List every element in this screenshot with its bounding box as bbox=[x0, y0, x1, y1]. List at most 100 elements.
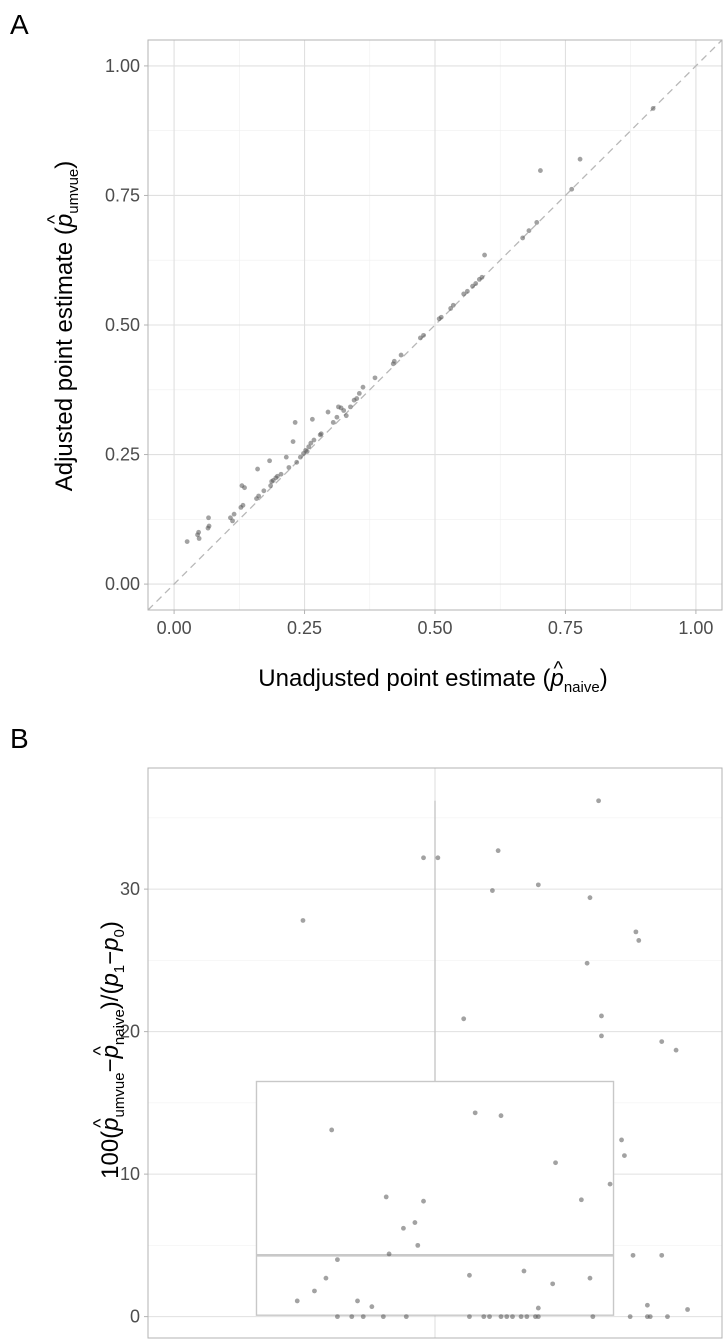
y-title-prefix: Adjusted point estimate ( bbox=[51, 227, 78, 491]
panel-a-point bbox=[356, 391, 362, 396]
panel-b-point bbox=[644, 1302, 650, 1308]
panel-a-y-axis-title: Adjusted point estimate (pumvue) bbox=[51, 161, 82, 492]
panel-a-point bbox=[348, 404, 353, 410]
panel-a-point bbox=[479, 274, 485, 280]
panel-a-point bbox=[255, 466, 260, 472]
panel-b-point bbox=[659, 1039, 665, 1044]
panel-a-y-tick-label: 0.25 bbox=[105, 445, 140, 465]
panel-b-point bbox=[524, 1314, 530, 1320]
panel-a-point bbox=[343, 413, 349, 419]
panel-a-point bbox=[482, 252, 487, 258]
panel-b-point bbox=[360, 1314, 366, 1320]
panel-b-point bbox=[521, 1268, 527, 1274]
panel-b-point bbox=[578, 1197, 584, 1203]
panel-a-point bbox=[283, 454, 289, 460]
y-title-hat-icon: ^ bbox=[44, 214, 66, 224]
panel-b-point bbox=[467, 1272, 472, 1278]
x-title-suffix: ) bbox=[600, 665, 608, 692]
x-title-prefix: Unadjusted point estimate ( bbox=[258, 665, 550, 692]
panel-b-point bbox=[467, 1314, 472, 1320]
panel-b-point bbox=[335, 1314, 340, 1320]
panel-a-point bbox=[256, 493, 262, 499]
panel-a-point bbox=[569, 186, 575, 192]
yb-hat-icon-1: ^ bbox=[90, 1118, 112, 1128]
panel-b-point bbox=[584, 960, 590, 966]
panel-b-point bbox=[498, 1113, 504, 1119]
panel-a-point bbox=[330, 420, 336, 425]
yb-sub-naive: naive bbox=[111, 1009, 128, 1045]
panel-b-point bbox=[627, 1314, 633, 1320]
panel-a-point bbox=[354, 396, 360, 401]
yb-mid: )/( bbox=[97, 987, 124, 1010]
panel-a-point bbox=[360, 384, 366, 390]
panel-b-point bbox=[421, 855, 426, 861]
yb-sub-umvue: umvue bbox=[111, 1072, 128, 1117]
yb-p0: p bbox=[97, 937, 124, 951]
panel-a-point bbox=[309, 416, 315, 422]
panel-b-point bbox=[412, 1220, 418, 1225]
panel-b-point bbox=[633, 929, 639, 935]
panel-b-point bbox=[685, 1307, 690, 1312]
panel-b-point bbox=[510, 1314, 515, 1320]
panel-a-point bbox=[450, 302, 456, 308]
panel-b-box bbox=[255, 800, 615, 1317]
panel-b-point bbox=[312, 1288, 317, 1294]
panel-a-point bbox=[306, 444, 312, 450]
panel-b-point bbox=[599, 1013, 604, 1019]
panel-b-point bbox=[673, 1047, 679, 1053]
panel-a-scatter: A 0.00 0.25 0.50 0.75 1.00 0.00 0.25 0.50 0.75 1… bbox=[10, 9, 723, 696]
panel-a-y-tick-label: 0.50 bbox=[105, 315, 140, 335]
panel-b-point bbox=[504, 1314, 510, 1320]
panel-a-point bbox=[294, 459, 300, 465]
panel-a-point bbox=[398, 352, 404, 358]
panel-a-point bbox=[292, 420, 298, 425]
panel-b-point bbox=[355, 1298, 360, 1304]
y-title-p-hat: p bbox=[51, 214, 78, 228]
panel-a-point bbox=[534, 220, 540, 225]
panel-b-points bbox=[294, 798, 690, 1320]
panel-a-label: A bbox=[10, 9, 29, 40]
panel-a-x-tick-label: 0.25 bbox=[287, 618, 322, 638]
panel-a-y-tick-label: 0.75 bbox=[105, 185, 140, 205]
panel-a-x-ticks: 0.00 0.25 0.50 0.75 1.00 bbox=[157, 610, 713, 638]
panel-a-point bbox=[267, 458, 272, 464]
panel-b-point bbox=[403, 1314, 409, 1320]
panel-b-point bbox=[550, 1281, 556, 1287]
panel-a-point bbox=[520, 235, 526, 241]
panel-b-point bbox=[636, 938, 642, 943]
panel-b-point bbox=[461, 1016, 467, 1022]
panel-a-x-tick-label: 1.00 bbox=[678, 618, 713, 638]
panel-b-point bbox=[421, 1198, 426, 1204]
panel-b-point bbox=[630, 1252, 636, 1258]
panel-a-point bbox=[650, 106, 656, 111]
yb-end: ) bbox=[97, 921, 124, 929]
panel-b-iqr-box bbox=[255, 1080, 615, 1316]
panel-b-point bbox=[665, 1314, 670, 1320]
panel-a-point bbox=[196, 529, 202, 535]
panel-b-point bbox=[518, 1314, 524, 1320]
panel-b-label: B bbox=[10, 723, 29, 754]
panel-b-y-tick-label: 0 bbox=[130, 1307, 140, 1327]
panel-a-point bbox=[196, 536, 202, 541]
panel-a-point bbox=[308, 440, 314, 446]
y-title-subscript: umvue bbox=[65, 169, 82, 214]
panel-b-point bbox=[487, 1314, 492, 1320]
panel-a-y-tick-label: 1.00 bbox=[105, 56, 140, 76]
yb-p-hat-1: p bbox=[97, 1117, 124, 1131]
yb-p1: p bbox=[97, 973, 124, 987]
panel-b-point bbox=[472, 1110, 478, 1116]
panel-a-point bbox=[334, 414, 340, 420]
panel-b-point bbox=[535, 1305, 541, 1311]
panel-b-point bbox=[481, 1314, 487, 1320]
panel-b-point bbox=[401, 1225, 406, 1231]
panel-a-x-axis-title: Unadjusted point estimate (pnaive) bbox=[258, 665, 607, 696]
panel-a-point bbox=[421, 332, 426, 338]
panel-b-y-tick-label: 30 bbox=[120, 879, 140, 899]
panel-a-point bbox=[278, 471, 284, 477]
panel-a-identity-line bbox=[147, 39, 723, 611]
panel-a-point bbox=[473, 281, 479, 286]
panel-a-point bbox=[231, 511, 237, 517]
panel-b-point bbox=[369, 1304, 375, 1310]
yb-minus-2: − bbox=[97, 951, 124, 965]
